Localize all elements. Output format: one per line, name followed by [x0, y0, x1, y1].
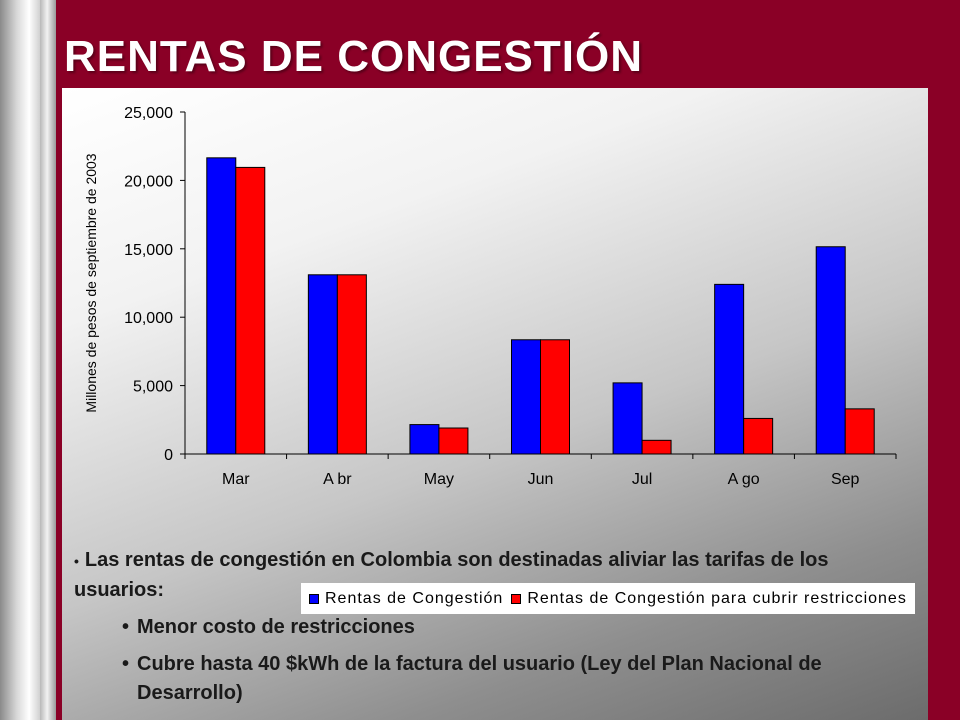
- bar-rentas-restricciones: [641, 439, 672, 455]
- y-tick-label: 5,000: [133, 379, 173, 396]
- y-tick-label: 10,000: [124, 310, 173, 327]
- y-axis-title: Millones de pesos de septiembre de 2003: [83, 153, 99, 412]
- x-tick-label: A br: [323, 471, 352, 488]
- x-tick-label: Sep: [831, 471, 860, 488]
- bar-rentas-congestion: [714, 283, 745, 455]
- x-tick-label: Jul: [632, 471, 652, 488]
- bullet-sub-1: • Menor costo de restricciones: [122, 613, 914, 642]
- bar-rentas-restricciones: [235, 166, 266, 455]
- y-tick-label: 0: [164, 447, 173, 464]
- bullet-dot: •: [122, 616, 130, 638]
- y-tick-label: 25,000: [124, 105, 173, 122]
- bar-rentas-restricciones: [438, 427, 469, 455]
- legend-item-series-2: Rentas de Congestión para cubrir restric…: [511, 590, 907, 608]
- bar-rentas-congestion: [409, 424, 440, 455]
- bullet-main: • Las rentas de congestión en Colombia so…: [74, 546, 914, 605]
- bar-rentas-congestion: [206, 157, 237, 455]
- bullet-sub-1-text: Menor costo de restricciones: [137, 616, 415, 638]
- x-tick-label: Jun: [528, 471, 554, 488]
- x-tick-label: Mar: [222, 471, 250, 488]
- bar-rentas-restricciones: [336, 274, 367, 455]
- content-panel: 0 5,000 10,000 15,000 20,000 25,000 Millones d…: [62, 88, 928, 720]
- legend-swatch-red: [511, 593, 522, 604]
- bullet-sub-2: • Cubre hasta 40 $kWh de la factura del u…: [122, 650, 914, 708]
- bullet-main-text: Las rentas de congestión en Colombia son…: [74, 549, 829, 601]
- legend-swatch-blue: [309, 593, 319, 604]
- bar-rentas-restricciones: [844, 408, 875, 455]
- bar-rentas-congestion: [511, 339, 541, 455]
- bar-rentas-restricciones: [540, 339, 570, 455]
- bar-chart: 0 5,000 10,000 15,000 20,000 25,000 Millones d…: [83, 105, 897, 488]
- x-tick-label: A go: [728, 471, 760, 488]
- left-decorative-bar: [0, 0, 56, 720]
- legend-item-series-1: Rentas de Congestión: [309, 590, 503, 608]
- bullet-list: • Las rentas de congestión en Colombia so…: [74, 546, 914, 708]
- slide-title: RENTAS DE CONGESTIÓN: [64, 32, 644, 81]
- bullet-sub-2-text: Cubre hasta 40 $kWh de la factura del us…: [137, 653, 822, 704]
- left-bar-highlight: [40, 0, 56, 720]
- y-tick-label: 20,000: [124, 173, 173, 190]
- bar-rentas-congestion: [612, 382, 643, 455]
- legend-label-series-2: Rentas de Congestión para cubrir restric…: [527, 589, 907, 607]
- x-tick-label: May: [424, 471, 454, 488]
- bar-rentas-restricciones: [743, 417, 774, 455]
- bar-rentas-congestion: [815, 246, 846, 455]
- chart-legend: Rentas de Congestión Rentas de Congestió…: [301, 583, 915, 614]
- bullet-dot: •: [122, 653, 130, 675]
- bar-rentas-congestion: [307, 274, 338, 455]
- legend-label-series-1: Rentas de Congestión: [325, 589, 504, 607]
- bullet-dot: •: [74, 553, 79, 569]
- y-tick-label: 15,000: [124, 242, 173, 259]
